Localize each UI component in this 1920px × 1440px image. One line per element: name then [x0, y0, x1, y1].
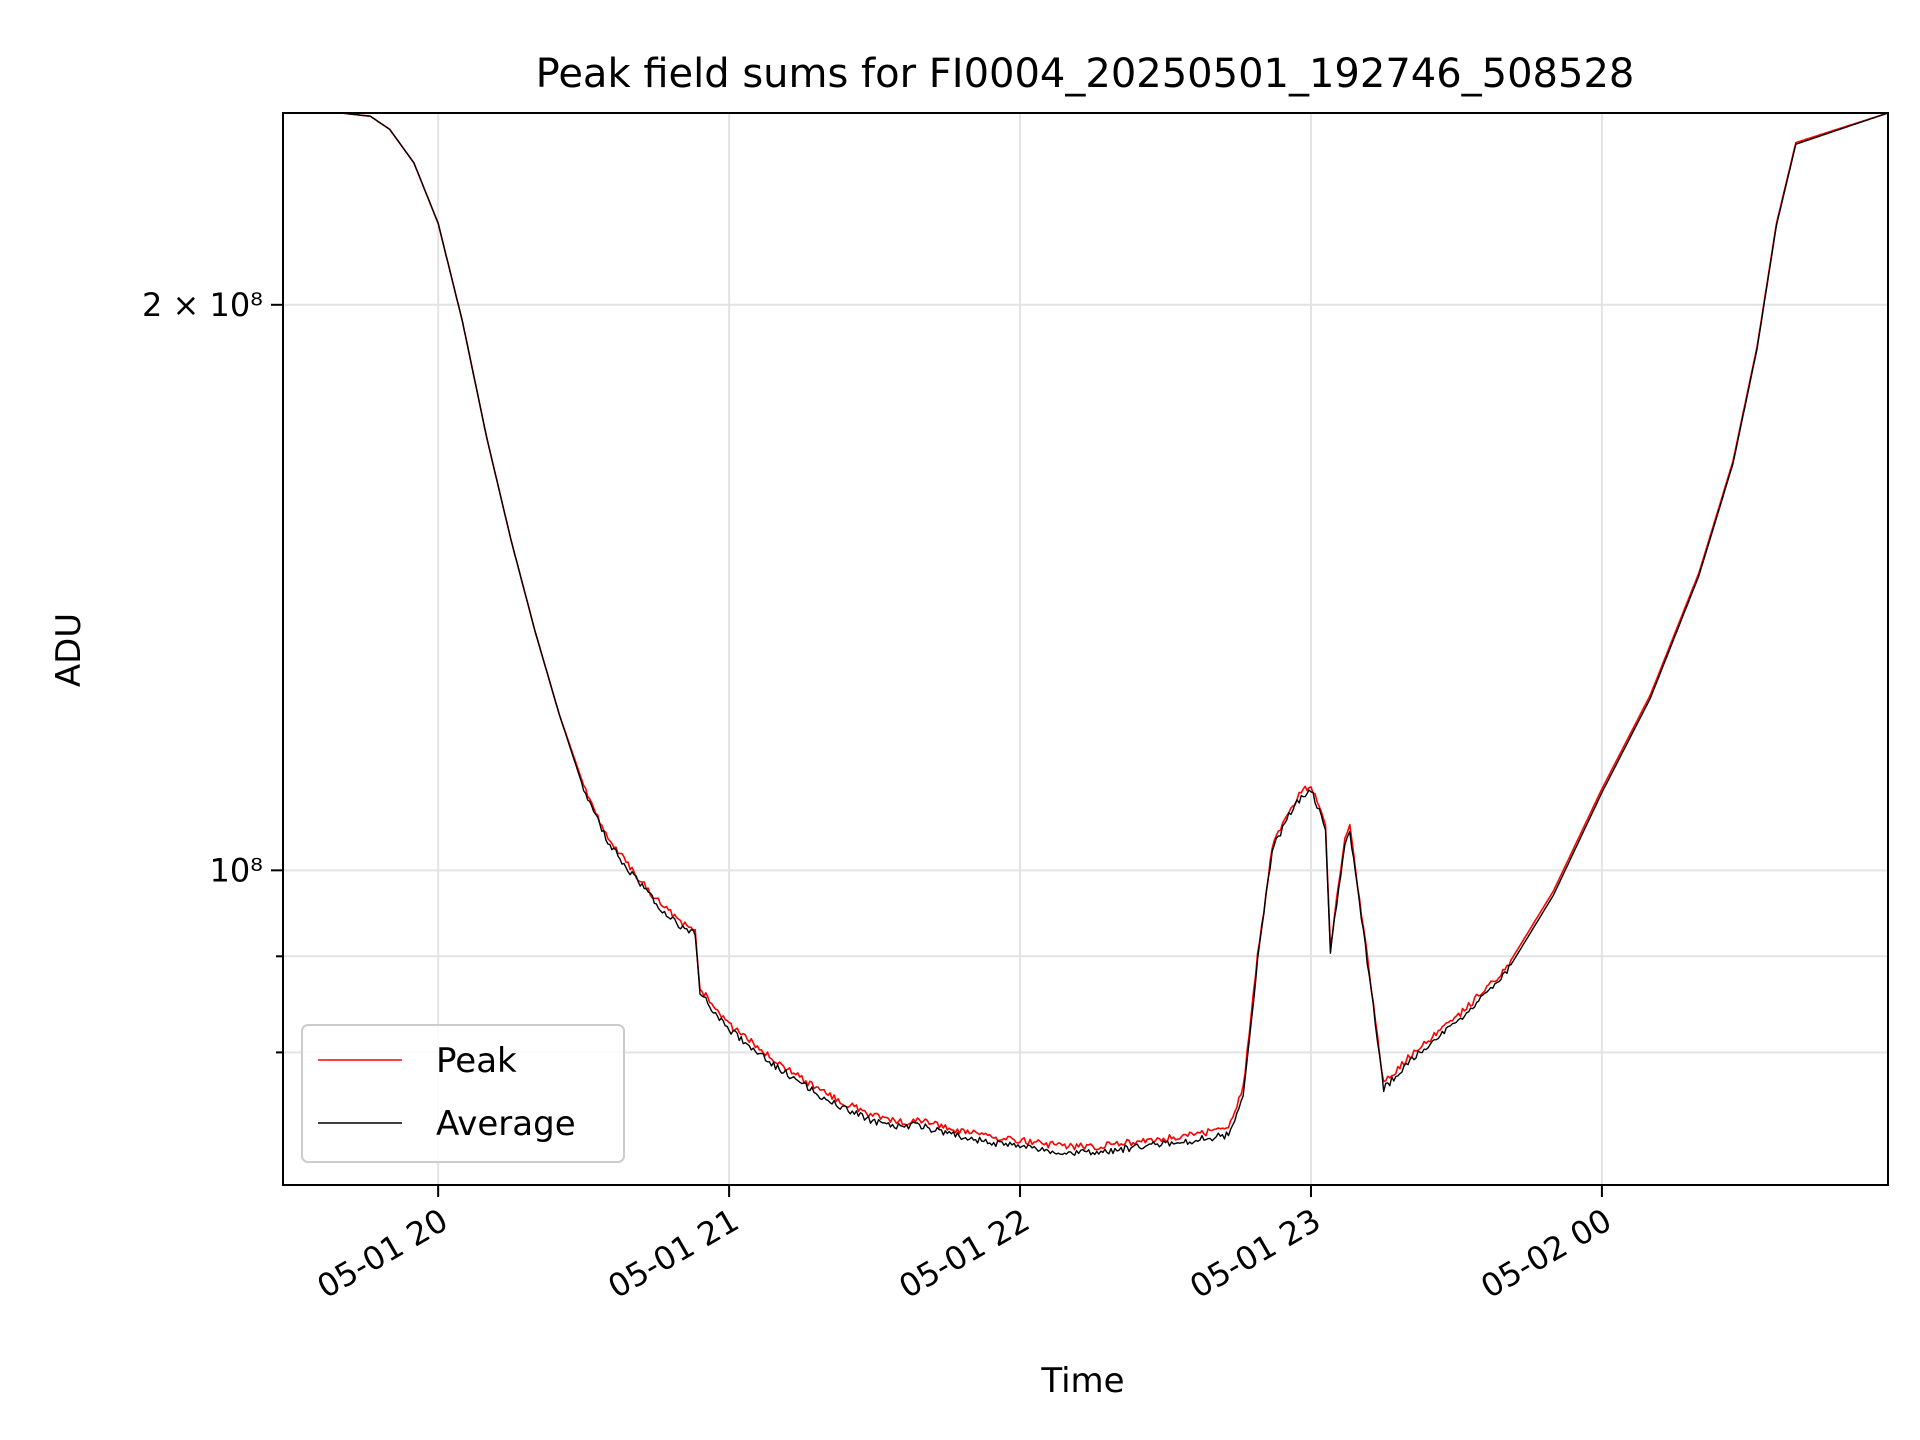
- x-axis-label: Time: [1040, 1361, 1124, 1401]
- legend: Peak Average: [301, 1024, 625, 1163]
- legend-label-average: Average: [436, 1104, 576, 1144]
- legend-label-peak: Peak: [436, 1041, 517, 1081]
- plot-frame: [282, 112, 1889, 1186]
- y-axis-label: ADU: [49, 613, 89, 687]
- y-tick-label: 10⁸: [209, 851, 263, 889]
- y-tick-label: 2 × 10⁸: [142, 286, 263, 324]
- series-line-average: [283, 112, 1889, 1157]
- chart-title: Peak field sums for FI0004_20250501_1927…: [536, 51, 1635, 97]
- series-lines: [283, 112, 1889, 1157]
- grid: [283, 113, 1888, 1185]
